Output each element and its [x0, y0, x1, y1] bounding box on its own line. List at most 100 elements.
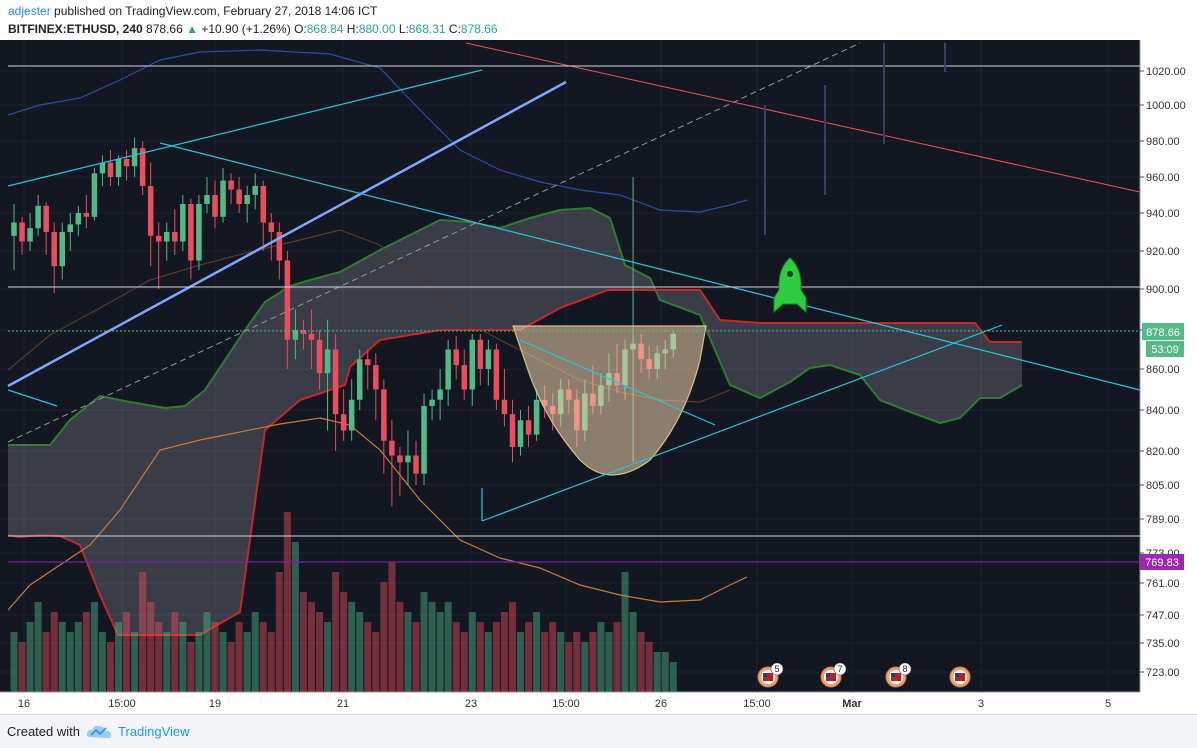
- candle-body: [517, 420, 524, 447]
- time-label: Mar: [842, 698, 862, 710]
- price-label: 820.00: [1146, 446, 1180, 458]
- open-label: O:: [294, 22, 307, 36]
- time-label: 5: [1105, 698, 1111, 710]
- ascending-support-line: [481, 324, 1003, 522]
- volume-bar: [235, 622, 243, 692]
- candle-body: [123, 159, 130, 167]
- candle-body: [244, 195, 250, 204]
- volume-bar: [18, 642, 26, 692]
- candle-body: [300, 330, 307, 334]
- candle-body: [212, 195, 218, 217]
- event-badge[interactable]: [949, 666, 971, 688]
- volume-bar: [589, 632, 597, 692]
- price-label: 735.00: [1146, 638, 1180, 650]
- volume-bar: [340, 592, 348, 692]
- candle-body: [469, 339, 476, 390]
- volume-bar: [565, 642, 573, 692]
- rocket-icon: [773, 257, 807, 314]
- volume-bar: [123, 612, 131, 692]
- volume-bar: [307, 602, 315, 692]
- last-price-tag-text: 878.66: [1146, 327, 1180, 339]
- event-badge[interactable]: 8: [885, 662, 912, 688]
- open-value: 868.84: [306, 22, 344, 36]
- volume-bar: [90, 602, 98, 692]
- price-label: 840.00: [1146, 405, 1180, 417]
- high-label: H:: [346, 22, 359, 36]
- candle-body: [308, 333, 315, 340]
- candle-body: [445, 349, 451, 390]
- volume-bar: [283, 512, 291, 692]
- price-chart[interactable]: 5 7 8 1020.00 1000.00 980.00 960.00 940.00 920.…: [0, 40, 1197, 714]
- volume-bar: [251, 612, 259, 692]
- candle-body: [43, 205, 49, 232]
- event-badge[interactable]: 7: [820, 662, 847, 688]
- volume-bar: [420, 592, 428, 692]
- volume-bar: [98, 632, 106, 692]
- candle-body: [252, 186, 258, 195]
- last-price-tag: [1142, 323, 1184, 340]
- candle-body: [180, 204, 186, 242]
- volume-bar: [460, 632, 468, 692]
- candle-body: [461, 365, 467, 390]
- candle-body: [340, 414, 347, 431]
- upper-channel-line: [7, 69, 483, 187]
- volume-bar: [291, 542, 299, 692]
- left-small-line: [7, 389, 58, 407]
- volume-bar: [356, 612, 364, 692]
- price-label: 860.00: [1146, 364, 1180, 376]
- price-label: 761.00: [1146, 578, 1180, 590]
- time-label: 15:00: [743, 698, 771, 710]
- tradingview-cloud-icon[interactable]: [86, 723, 112, 741]
- lower-band: [7, 417, 748, 611]
- candle-body: [373, 365, 379, 390]
- candle-body: [348, 399, 355, 431]
- volume-bar: [66, 632, 74, 692]
- candle-body: [525, 420, 532, 435]
- volume-bar: [444, 602, 452, 692]
- price-label: 940.00: [1146, 208, 1180, 220]
- last-price: 878.66: [146, 22, 183, 36]
- candle-body: [389, 440, 395, 456]
- candle-body: [453, 349, 459, 366]
- volume-bar: [500, 612, 508, 692]
- candle-body: [228, 180, 234, 190]
- price-label: 1000.00: [1146, 100, 1186, 112]
- event-count-bubble: [833, 662, 847, 676]
- event-badges: 5 7 8: [757, 662, 971, 688]
- volume-bar: [203, 612, 211, 692]
- event-badge[interactable]: 5: [757, 662, 784, 688]
- volume-bar: [179, 622, 187, 692]
- candle-body: [59, 232, 65, 267]
- cloud-leading-span-b: [7, 289, 1022, 636]
- level-769-tag: [1140, 554, 1184, 570]
- tradingview-link[interactable]: TradingView: [118, 724, 190, 739]
- candle-body: [356, 359, 363, 400]
- volume-bar: [613, 622, 621, 692]
- candle-body: [91, 173, 98, 217]
- candle-body: [19, 222, 25, 242]
- time-label: 19: [209, 698, 221, 710]
- candle-body: [188, 204, 194, 261]
- volume-bar: [388, 562, 396, 692]
- candle-body: [196, 204, 202, 261]
- cup-diagonal-line: [519, 339, 716, 426]
- candle-body: [381, 389, 387, 441]
- candle-body: [131, 148, 138, 167]
- event-count: 5: [774, 664, 779, 674]
- volume-bar: [147, 602, 155, 692]
- level-769-tag-text: 769.83: [1145, 557, 1179, 569]
- author-link[interactable]: adjester: [8, 4, 51, 18]
- candle-body: [268, 222, 275, 232]
- volume-bar: [34, 602, 42, 692]
- volume-bar: [131, 632, 139, 692]
- candle-body: [83, 213, 90, 217]
- candle-body: [397, 455, 403, 463]
- volume-bar: [645, 642, 653, 692]
- candle-body: [67, 224, 74, 232]
- time-label: 3: [978, 698, 984, 710]
- volume-bar: [621, 572, 629, 692]
- volume-bar: [163, 632, 171, 692]
- dashed-trendline: [7, 42, 861, 443]
- candle-body: [316, 339, 323, 374]
- cup-pattern: [512, 325, 707, 476]
